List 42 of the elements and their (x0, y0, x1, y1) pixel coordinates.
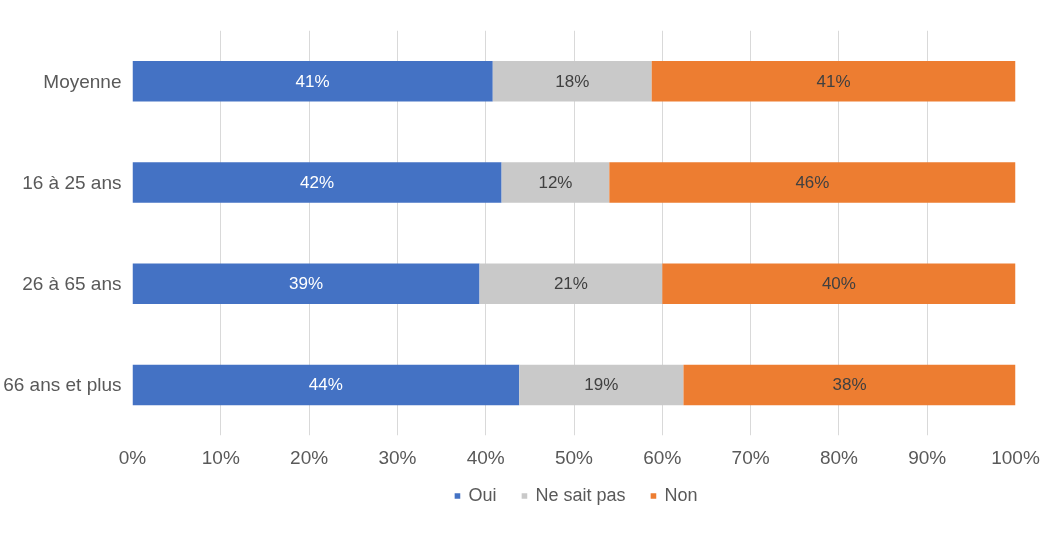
x-tick-label: 90% (908, 446, 947, 468)
data-label: 18% (555, 71, 590, 91)
bar (501, 162, 610, 203)
data-label: 41% (816, 71, 851, 91)
data-label: 21% (553, 274, 588, 294)
data-label: 40% (821, 274, 856, 294)
y-tick-label: 66 ans et plus (3, 374, 122, 396)
legend-label: Non (664, 484, 698, 506)
legend-label: Ne sait pas (535, 484, 626, 506)
x-tick-label: 30% (378, 446, 417, 468)
bar (651, 60, 1016, 102)
bar (132, 364, 520, 406)
bar (492, 60, 652, 102)
x-tick-label: 50% (554, 446, 594, 468)
bar (683, 364, 1016, 406)
bar (132, 162, 502, 203)
data-label: 19% (584, 375, 619, 395)
x-tick-label: 10% (201, 446, 240, 468)
bar (479, 263, 663, 304)
x-tick-label: 60% (643, 446, 682, 468)
bar (132, 263, 480, 304)
data-label: 42% (300, 172, 335, 192)
x-tick-label: 40% (466, 446, 505, 468)
bar (132, 60, 493, 102)
y-tick-label: Moyenne (43, 70, 122, 92)
bar (519, 364, 684, 406)
x-tick-label: 20% (290, 446, 329, 468)
data-label: 41% (295, 71, 330, 91)
bar (662, 263, 1016, 304)
data-label: 39% (289, 274, 324, 294)
data-label: 46% (795, 172, 830, 192)
x-tick-label: 80% (819, 446, 859, 468)
y-tick-label: 16 à 25 ans (22, 171, 122, 193)
x-tick-label: 70% (731, 446, 770, 468)
data-label: 38% (832, 375, 867, 395)
data-label: 12% (538, 172, 573, 192)
x-tick-label: 0% (118, 446, 147, 468)
bar (609, 162, 1016, 203)
legend-label: Oui (468, 484, 497, 506)
data-label: 44% (308, 375, 343, 395)
y-tick-label: 26 à 65 ans (22, 273, 122, 295)
x-tick-label: 100% (991, 446, 1040, 468)
